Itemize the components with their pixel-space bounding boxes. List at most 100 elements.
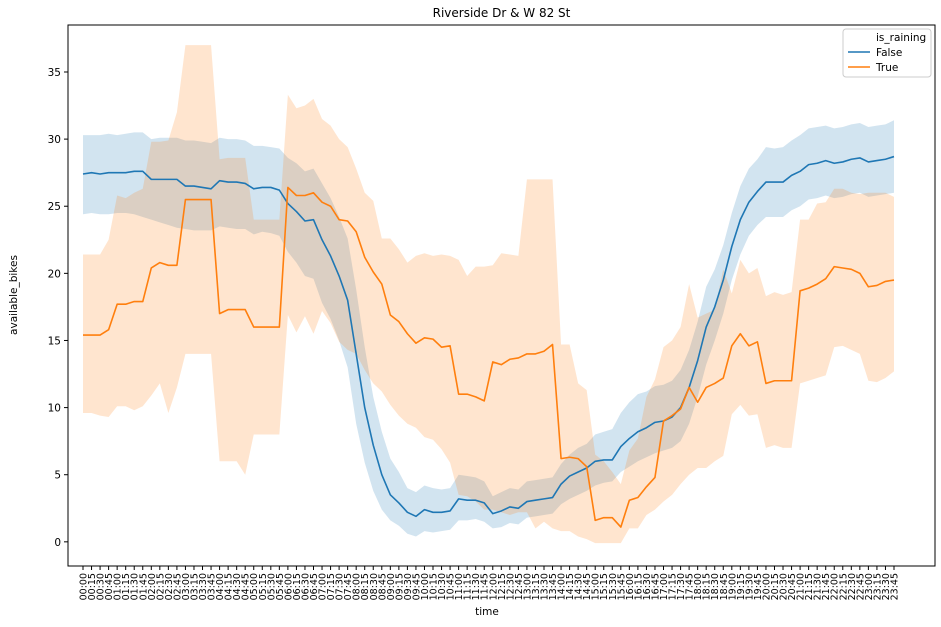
confidence-bands <box>83 45 894 544</box>
x-tick-label: 01:15 <box>121 573 132 600</box>
x-tick-label: 07:30 <box>335 573 346 600</box>
x-tick-label: 03:45 <box>207 573 218 600</box>
x-tick-label: 22:30 <box>847 573 858 600</box>
x-tick-label: 20:30 <box>779 573 790 600</box>
x-tick-label: 13:30 <box>539 573 550 600</box>
x-tick-label: 11:15 <box>463 573 474 600</box>
y-tick-label: 35 <box>48 67 61 79</box>
confidence-band-true <box>83 45 894 544</box>
x-tick-label: 17:45 <box>685 573 696 600</box>
x-tick-label: 22:45 <box>855 573 866 600</box>
x-tick-label: 04:15 <box>224 573 235 600</box>
x-tick-label: 00:15 <box>87 573 98 600</box>
x-tick-label: 10:30 <box>437 573 448 600</box>
x-tick-label: 21:30 <box>813 573 824 600</box>
x-tick-label: 19:00 <box>727 573 738 600</box>
x-tick-label: 20:00 <box>761 573 772 600</box>
x-tick-label: 17:15 <box>668 573 679 600</box>
x-tick-label: 23:45 <box>890 573 901 600</box>
y-tick-label: 15 <box>48 335 61 347</box>
x-tick-label: 11:00 <box>454 573 465 600</box>
x-tick-label: 20:45 <box>787 573 798 600</box>
x-tick-label: 02:00 <box>147 573 158 600</box>
x-tick-label: 08:45 <box>377 573 388 600</box>
x-tick-label: 08:30 <box>369 573 380 600</box>
x-tick-label: 05:30 <box>266 573 277 600</box>
y-axis-label: available_bikes <box>8 255 20 335</box>
x-tick-label: 05:00 <box>249 573 260 600</box>
x-tick-label: 15:45 <box>616 573 627 600</box>
x-tick-label: 01:00 <box>113 573 124 600</box>
x-tick-label: 18:15 <box>702 573 713 600</box>
x-tick-label: 03:15 <box>189 573 200 600</box>
x-tick-label: 07:00 <box>318 573 329 600</box>
x-tick-label: 05:15 <box>258 573 269 600</box>
x-tick-label: 22:15 <box>838 573 849 600</box>
x-tick-label: 12:30 <box>505 573 516 600</box>
x-tick-label: 14:45 <box>582 573 593 600</box>
legend-label-false: False <box>876 47 902 59</box>
x-tick-label: 03:00 <box>181 573 192 600</box>
x-tick-label: 07:45 <box>343 573 354 600</box>
x-tick-label: 00:00 <box>79 573 90 600</box>
x-tick-label: 05:45 <box>275 573 286 600</box>
legend-box <box>842 28 932 78</box>
y-tick-label: 10 <box>48 403 61 415</box>
x-tick-label: 08:00 <box>352 573 363 600</box>
x-tick-label: 07:15 <box>326 573 337 600</box>
x-axis: 00:0000:1500:3000:4501:0001:1501:3001:45… <box>79 566 901 600</box>
x-tick-label: 02:45 <box>172 573 183 600</box>
x-tick-label: 23:00 <box>864 573 875 600</box>
x-tick-label: 02:15 <box>155 573 166 600</box>
x-tick-label: 15:00 <box>591 573 602 600</box>
x-tick-label: 08:15 <box>360 573 371 600</box>
x-tick-label: 16:45 <box>650 573 661 600</box>
x-tick-label: 09:45 <box>411 573 422 600</box>
series-line-false <box>82 155 895 518</box>
x-tick-label: 13:45 <box>548 573 559 600</box>
series-line-true <box>83 186 895 528</box>
x-tick-label: 06:30 <box>300 573 311 600</box>
x-tick-label: 03:30 <box>198 573 209 600</box>
x-axis-label: time <box>475 606 499 618</box>
x-tick-label: 18:00 <box>693 573 704 600</box>
x-tick-label: 06:00 <box>283 573 294 600</box>
x-tick-label: 15:30 <box>608 573 619 600</box>
x-tick-label: 16:15 <box>633 573 644 600</box>
x-tick-label: 06:15 <box>292 573 303 600</box>
series-lines <box>82 155 895 528</box>
x-tick-label: 11:45 <box>480 573 491 600</box>
x-tick-label: 01:45 <box>138 573 149 600</box>
x-tick-label: 12:15 <box>497 573 508 600</box>
x-tick-label: 17:00 <box>659 573 670 600</box>
x-tick-label: 00:45 <box>104 573 115 600</box>
x-tick-label: 14:15 <box>565 573 576 600</box>
x-tick-label: 16:30 <box>642 573 653 600</box>
x-tick-label: 19:15 <box>736 573 747 600</box>
legend: is_raining False True <box>842 28 932 78</box>
x-tick-label: 16:00 <box>625 573 636 600</box>
x-tick-label: 09:30 <box>403 573 414 600</box>
x-tick-label: 19:30 <box>744 573 755 600</box>
x-tick-label: 13:00 <box>522 573 533 600</box>
x-tick-label: 20:15 <box>770 573 781 600</box>
x-tick-label: 01:30 <box>130 573 141 600</box>
y-tick-label: 0 <box>54 537 61 549</box>
x-tick-label: 23:30 <box>881 573 892 600</box>
x-tick-label: 13:15 <box>531 573 542 600</box>
x-tick-label: 12:00 <box>488 573 499 600</box>
x-tick-label: 14:00 <box>557 573 568 600</box>
x-tick-label: 18:30 <box>710 573 721 600</box>
y-tick-label: 5 <box>54 470 61 482</box>
x-tick-label: 14:30 <box>574 573 585 600</box>
x-tick-label: 10:15 <box>429 573 440 600</box>
x-tick-label: 23:15 <box>872 573 883 600</box>
x-tick-label: 02:30 <box>164 573 175 600</box>
legend-label-true: True <box>875 62 898 74</box>
y-axis: 0 5 10 15 20 25 30 35 <box>48 67 68 549</box>
x-tick-label: 22:00 <box>830 573 841 600</box>
x-tick-label: 10:45 <box>446 573 457 600</box>
x-tick-label: 15:15 <box>599 573 610 600</box>
